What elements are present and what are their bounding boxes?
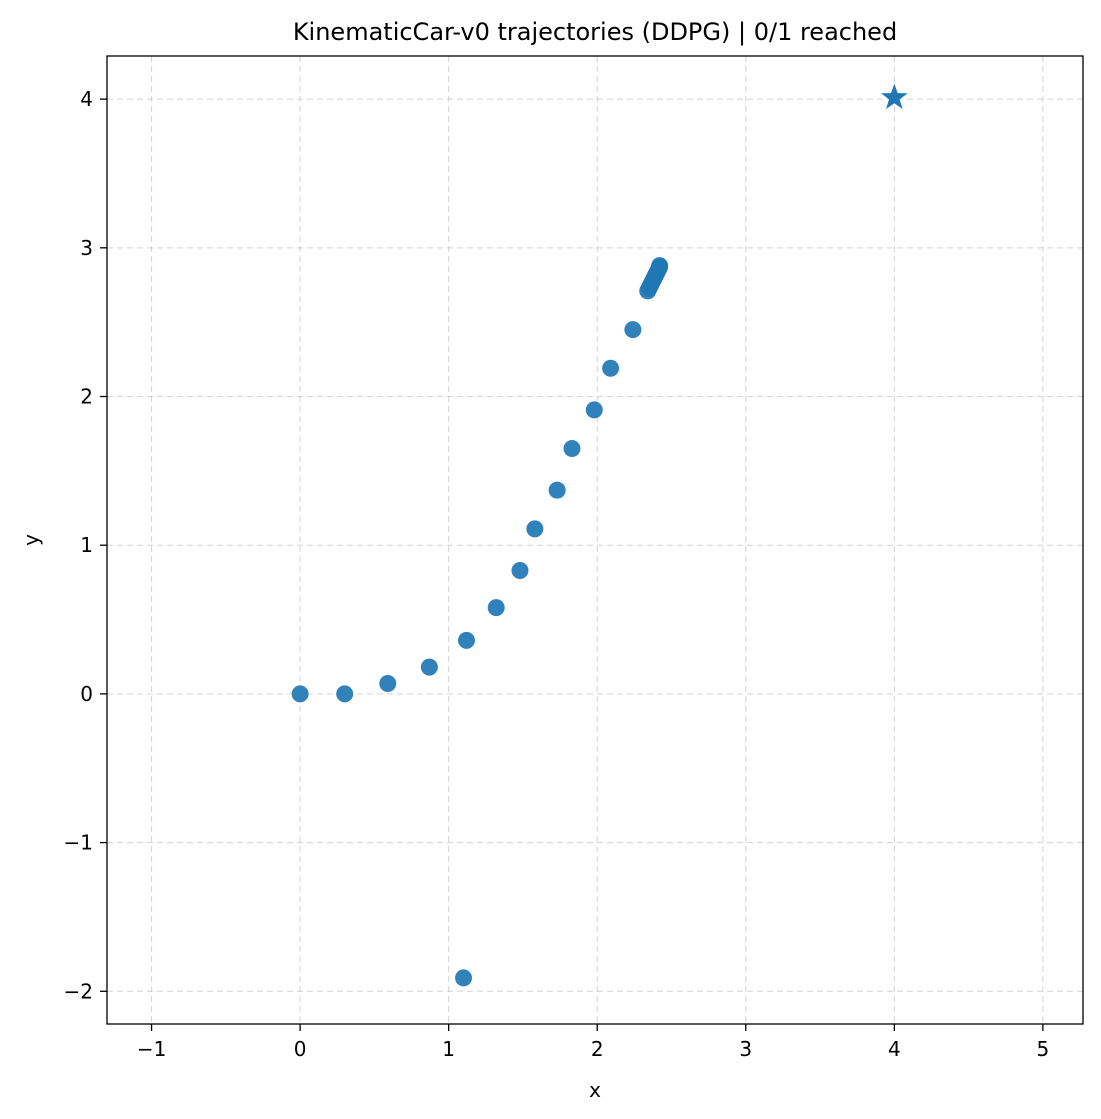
y-tick-label: 2 (80, 385, 93, 409)
y-tick-label: 3 (80, 236, 93, 260)
trajectory-point (526, 520, 544, 538)
y-axis-label: y (19, 534, 43, 546)
x-tick-label: 1 (442, 1037, 455, 1061)
data-points (291, 257, 669, 987)
axis-ticks: −1 0 1 2 3 4 5 −2 −1 0 1 2 3 4 (64, 87, 1050, 1061)
trajectory-point (563, 440, 581, 458)
trajectory-point (602, 359, 620, 377)
trajectory-point (548, 481, 566, 499)
trajectory-point (651, 257, 669, 275)
x-tick-label: 5 (1037, 1037, 1050, 1061)
x-tick-label: 4 (888, 1037, 901, 1061)
y-tick-label: 0 (80, 682, 93, 706)
x-tick-label: 0 (294, 1037, 307, 1061)
goal-star-icon (881, 83, 908, 109)
trajectory-point (379, 674, 397, 692)
trajectory-point (291, 685, 309, 703)
trajectory-point (420, 658, 438, 676)
chart-title: KinematicCar-v0 trajectories (DDPG) | 0/… (293, 18, 897, 46)
trajectory-point (585, 401, 603, 419)
y-tick-label: 1 (80, 533, 93, 557)
y-tick-label: 4 (80, 87, 93, 111)
trajectory-point (458, 631, 476, 649)
trajectory-point (624, 321, 642, 339)
grid (107, 56, 1083, 1024)
y-tick-label: −1 (64, 831, 93, 855)
x-tick-label: −1 (137, 1037, 166, 1061)
trajectory-point (487, 599, 505, 617)
goal-marker-group (881, 83, 908, 109)
x-tick-label: 3 (739, 1037, 752, 1061)
trajectory-point (455, 969, 473, 987)
x-tick-label: 2 (591, 1037, 604, 1061)
trajectory-point (511, 561, 529, 579)
plot-frame (106, 55, 1084, 1025)
x-axis-label: x (589, 1078, 601, 1102)
trajectory-point (336, 685, 354, 703)
y-tick-label: −2 (64, 979, 93, 1003)
